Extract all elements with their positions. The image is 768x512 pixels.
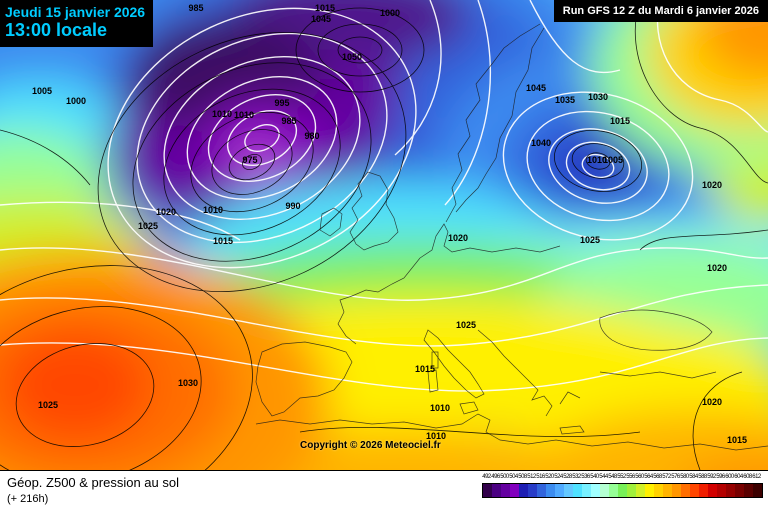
legend-swatch [663, 484, 672, 497]
legend-swatch [609, 484, 618, 497]
copyright-text: Copyright © 2026 Meteociel.fr [300, 440, 441, 451]
legend-value: 532 [572, 474, 581, 480]
forecast-hour: (+ 216h) [7, 493, 49, 505]
legend-swatch [573, 484, 582, 497]
legend: 4924965005045085125165205245285325365405… [482, 474, 763, 498]
legend-swatch [582, 484, 591, 497]
legend-swatch [537, 484, 546, 497]
legend-value: 548 [608, 474, 617, 480]
legend-value: 528 [563, 474, 572, 480]
run-info: Run GFS 12 Z du Mardi 6 janvier 2026 [562, 5, 759, 17]
legend-value: 500 [500, 474, 509, 480]
legend-value: 512 [527, 474, 536, 480]
legend-value: 596 [716, 474, 725, 480]
legend-swatch [555, 484, 564, 497]
legend-swatch [726, 484, 735, 497]
legend-value: 556 [626, 474, 635, 480]
legend-swatch [645, 484, 654, 497]
legend-swatch [501, 484, 510, 497]
valid-time: 13:00 locale [5, 20, 108, 41]
legend-swatch [753, 484, 762, 497]
legend-swatch [636, 484, 645, 497]
legend-value: 560 [635, 474, 644, 480]
legend-value: 504 [509, 474, 518, 480]
legend-swatch [627, 484, 636, 497]
legend-swatch [546, 484, 555, 497]
legend-swatch [708, 484, 717, 497]
legend-swatch [654, 484, 663, 497]
footer: Géop. Z500 & pression au sol (+ 216h) 49… [0, 470, 768, 512]
legend-value: 604 [734, 474, 743, 480]
legend-swatch [528, 484, 537, 497]
valid-time-box: Jeudi 15 janvier 2026 13:00 locale [0, 0, 154, 47]
legend-swatch [483, 484, 492, 497]
legend-value: 552 [617, 474, 626, 480]
legend-swatch [510, 484, 519, 497]
legend-swatch [591, 484, 600, 497]
legend-value: 584 [689, 474, 698, 480]
legend-value: 580 [680, 474, 689, 480]
run-info-box: Run GFS 12 Z du Mardi 6 janvier 2026 [553, 0, 768, 22]
legend-swatch [564, 484, 573, 497]
legend-value: 588 [698, 474, 707, 480]
legend-value: 576 [671, 474, 680, 480]
map-title: Géop. Z500 & pression au sol [7, 475, 179, 490]
legend-value: 496 [491, 474, 500, 480]
legend-swatch [681, 484, 690, 497]
legend-swatch [735, 484, 744, 497]
legend-swatch [492, 484, 501, 497]
legend-swatch [618, 484, 627, 497]
legend-swatch [519, 484, 528, 497]
legend-value: 520 [545, 474, 554, 480]
legend-value: 600 [725, 474, 734, 480]
legend-swatch [717, 484, 726, 497]
valid-date: Jeudi 15 janvier 2026 [5, 4, 146, 20]
legend-value: 564 [644, 474, 653, 480]
legend-swatch [699, 484, 708, 497]
legend-value: 540 [590, 474, 599, 480]
legend-value: 592 [707, 474, 716, 480]
legend-swatches [482, 483, 763, 498]
legend-value: 524 [554, 474, 563, 480]
legend-value: 536 [581, 474, 590, 480]
map-area: 985 1015 1045 1000 1050 1005 1000 995 1010 1010 98… [0, 0, 768, 470]
legend-value: 572 [662, 474, 671, 480]
weather-map-graphic [0, 0, 768, 470]
legend-value: 608 [743, 474, 752, 480]
legend-value: 612 [752, 474, 761, 480]
legend-value: 508 [518, 474, 527, 480]
legend-value: 544 [599, 474, 608, 480]
legend-swatch [690, 484, 699, 497]
legend-swatch [600, 484, 609, 497]
legend-value: 516 [536, 474, 545, 480]
legend-value: 492 [482, 474, 491, 480]
legend-swatch [672, 484, 681, 497]
legend-swatch [744, 484, 753, 497]
legend-values: 4924965005045085125165205245285325365405… [482, 474, 763, 483]
legend-value: 568 [653, 474, 662, 480]
